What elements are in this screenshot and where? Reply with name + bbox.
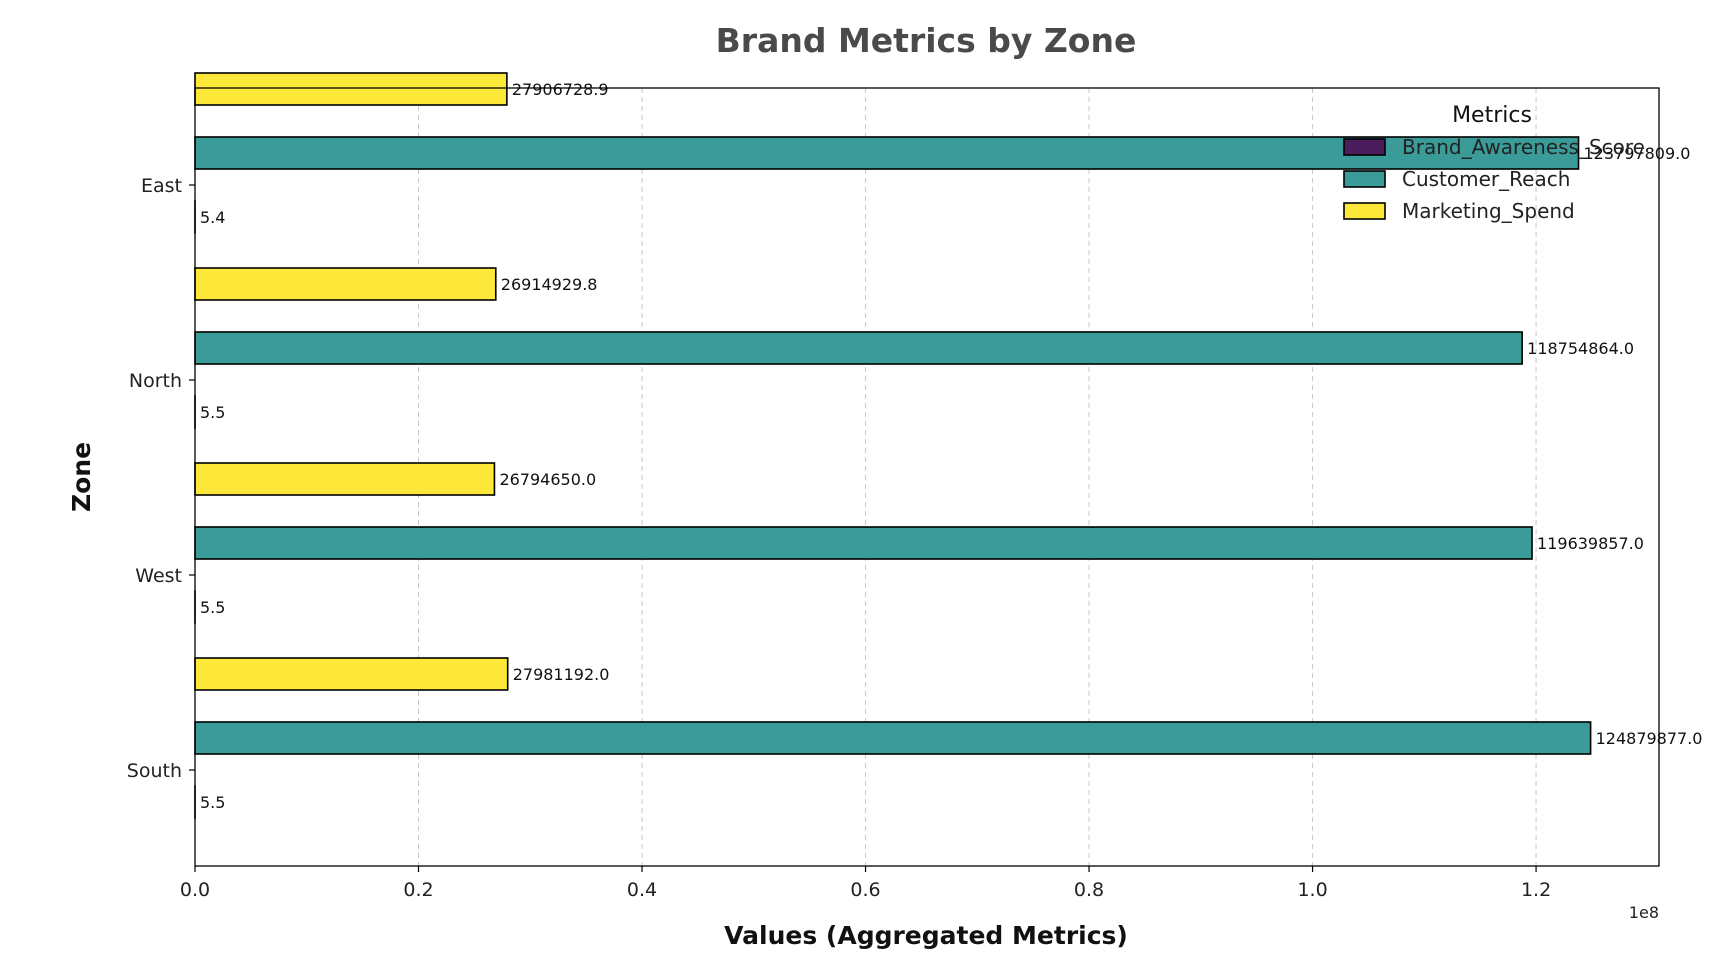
bar-customer-reach [194, 721, 1592, 755]
y-tick-label: West [135, 565, 182, 587]
bar-customer-reach [194, 526, 1533, 560]
x-tick-label: 1.0 [1297, 879, 1327, 901]
bar-labels: 5.5 124879877.0 27981192.0 5.5 119639857.0 26… [200, 80, 1702, 812]
bar-marketing-spend [194, 267, 497, 301]
x-tick-label: 0.6 [850, 879, 880, 901]
bar-value-label: 119639857.0 [1537, 534, 1644, 553]
bar-value-label: 123797809.0 [1584, 144, 1691, 163]
legend: Metrics Brand_Awareness_Score Customer_Re… [1343, 103, 1645, 223]
legend-label: Brand_Awareness_Score [1402, 135, 1645, 159]
bar-value-label: 26794650.0 [499, 470, 596, 489]
x-tick-label: 0.0 [180, 879, 210, 901]
x-tick-label: 1.2 [1521, 879, 1551, 901]
bar-value-label: 27981192.0 [513, 665, 610, 684]
x-axis: 0.0 0.2 0.4 0.6 0.8 1.0 1.2 [180, 866, 1551, 901]
bar-marketing-spend [194, 462, 496, 496]
x-axis-scale-label: 1e8 [1629, 903, 1659, 922]
x-axis-title: Values (Aggregated Metrics) [724, 921, 1128, 950]
y-axis-title: Zone [67, 442, 96, 512]
legend-label: Customer_Reach [1402, 167, 1570, 191]
bar-value-label: 5.5 [200, 793, 225, 812]
bar-marketing-spend [194, 72, 508, 106]
bar-value-label: 118754864.0 [1527, 339, 1634, 358]
chart-title: Brand Metrics by Zone [716, 21, 1137, 60]
bar-value-label: 5.5 [200, 403, 225, 422]
legend-swatch [1343, 170, 1386, 188]
x-tick-label: 0.4 [627, 879, 657, 901]
legend-swatch [1343, 202, 1386, 220]
bar-value-label: 124879877.0 [1596, 729, 1703, 748]
bar-value-label: 27906728.9 [512, 80, 609, 99]
y-tick-label: East [141, 175, 182, 197]
x-tick-label: 0.8 [1074, 879, 1104, 901]
x-tick-label: 0.2 [403, 879, 433, 901]
plot-frame [194, 87, 1660, 867]
legend-title: Metrics [1452, 103, 1532, 128]
y-tick-label: South [127, 760, 182, 782]
bar-value-label: 26914929.8 [501, 275, 598, 294]
y-axis: South West North East [127, 175, 195, 782]
bar-value-label: 5.4 [200, 208, 225, 227]
bar-customer-reach [194, 331, 1523, 365]
y-tick-label: North [129, 370, 182, 392]
legend-label: Marketing_Spend [1402, 199, 1575, 223]
legend-swatch [1343, 138, 1386, 156]
bar-value-label: 5.5 [200, 598, 225, 617]
bar-marketing-spend [194, 657, 509, 691]
